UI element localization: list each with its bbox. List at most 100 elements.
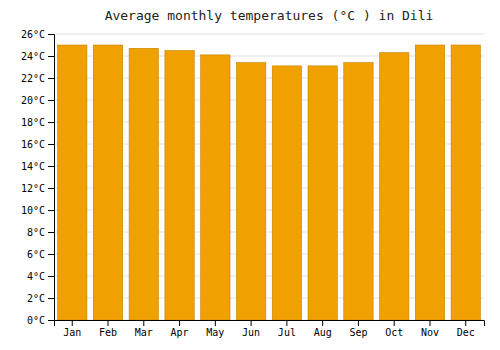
y-tick-label: 18°C bbox=[21, 117, 45, 128]
y-tick: 12°C bbox=[21, 183, 54, 194]
y-tick-mark bbox=[48, 232, 54, 233]
y-tick-mark bbox=[48, 100, 54, 101]
x-tick: May bbox=[206, 320, 224, 338]
y-tick-label: 6°C bbox=[27, 249, 45, 260]
y-tick-label: 24°C bbox=[21, 51, 45, 62]
y-tick: 20°C bbox=[21, 95, 54, 106]
plot-area: 0°C 2°C 4°C 6°C 8°C 10°C 12°C 14°C 16°C 18°C 20°C 2… bbox=[21, 29, 485, 338]
y-tick-label: 20°C bbox=[21, 95, 45, 106]
title: Average monthly temperatures (°C ) in Di… bbox=[105, 8, 434, 23]
y-tick-label: 16°C bbox=[21, 139, 45, 150]
x-tick-mark bbox=[429, 320, 430, 326]
bar bbox=[58, 45, 87, 320]
x-tick-label: Sep bbox=[349, 327, 367, 338]
bar bbox=[272, 66, 301, 320]
x-tick-label: Aug bbox=[314, 327, 332, 338]
x-tick-label: Apr bbox=[171, 327, 189, 338]
y-tick: 6°C bbox=[27, 249, 54, 260]
grid-line bbox=[54, 34, 484, 35]
y-tick: 24°C bbox=[21, 51, 54, 62]
y-tick: 18°C bbox=[21, 117, 54, 128]
y-tick-mark bbox=[48, 34, 54, 35]
y-tick: 16°C bbox=[21, 139, 54, 150]
y-tick: 26°C bbox=[21, 29, 54, 40]
y-axis-line bbox=[48, 35, 55, 321]
y-tick-mark bbox=[48, 166, 54, 167]
x-tick-label: Mar bbox=[135, 327, 153, 338]
bars bbox=[58, 45, 481, 320]
x-tick: Jun bbox=[242, 320, 260, 338]
x-axis: Jan Feb Mar Apr May Jun Jul Aug Sep Oct Nov Dec bbox=[55, 320, 485, 338]
chart: 0°C 2°C 4°C 6°C 8°C 10°C 12°C 14°C 16°C 18°C 20°C 2… bbox=[0, 0, 500, 350]
x-tick: Apr bbox=[171, 320, 189, 338]
bar bbox=[344, 63, 373, 320]
bar bbox=[93, 45, 122, 320]
y-tick-label: 8°C bbox=[27, 227, 45, 238]
y-tick-label: 2°C bbox=[27, 293, 45, 304]
y-tick-label: 0°C bbox=[27, 315, 45, 326]
y-tick-label: 12°C bbox=[21, 183, 45, 194]
x-tick: Dec bbox=[457, 320, 475, 338]
x-tick-mark bbox=[108, 320, 109, 326]
x-tick-label: Jun bbox=[242, 327, 260, 338]
x-tick-mark bbox=[465, 320, 466, 326]
x-tick-label: Jul bbox=[278, 327, 296, 338]
x-tick-mark bbox=[322, 320, 323, 326]
y-tick-mark bbox=[48, 188, 54, 189]
y-tick-mark bbox=[48, 276, 54, 277]
y-axis: 0°C 2°C 4°C 6°C 8°C 10°C 12°C 14°C 16°C 18°C 20°C 2… bbox=[21, 29, 55, 326]
x-tick-mark bbox=[143, 320, 144, 326]
y-tick: 8°C bbox=[27, 227, 54, 238]
y-tick-mark bbox=[48, 56, 54, 57]
x-tick-label: Oct bbox=[385, 327, 403, 338]
y-tick-label: 10°C bbox=[21, 205, 45, 216]
bar bbox=[451, 45, 480, 320]
x-axis-line bbox=[55, 321, 485, 327]
y-tick: 10°C bbox=[21, 205, 54, 216]
y-tick-mark bbox=[48, 144, 54, 145]
x-tick-mark bbox=[394, 320, 395, 326]
x-tick-mark bbox=[358, 320, 359, 326]
y-tick-mark bbox=[48, 78, 54, 79]
x-tick-mark bbox=[286, 320, 287, 326]
y-tick-mark bbox=[48, 254, 54, 255]
x-tick-label: Dec bbox=[457, 327, 475, 338]
bar bbox=[415, 45, 444, 320]
x-tick-mark bbox=[251, 320, 252, 326]
x-tick-label: Jan bbox=[63, 327, 81, 338]
x-tick-mark bbox=[179, 320, 180, 326]
y-tick: 0°C bbox=[27, 315, 54, 326]
bar bbox=[236, 63, 265, 320]
y-tick-mark bbox=[48, 298, 54, 299]
y-tick: 22°C bbox=[21, 73, 54, 84]
bar bbox=[308, 66, 337, 320]
x-tick: Jan bbox=[63, 320, 81, 338]
y-tick-label: 14°C bbox=[21, 161, 45, 172]
x-tick-mark bbox=[215, 320, 216, 326]
y-tick: 4°C bbox=[27, 271, 54, 282]
x-tick: Feb bbox=[99, 320, 117, 338]
bar bbox=[380, 53, 409, 320]
y-tick-mark bbox=[48, 210, 54, 211]
bar bbox=[129, 48, 158, 320]
x-tick: Oct bbox=[385, 320, 403, 338]
y-tick-mark bbox=[48, 320, 54, 321]
x-tick: Nov bbox=[421, 320, 439, 338]
y-tick: 14°C bbox=[21, 161, 54, 172]
bar bbox=[201, 55, 230, 320]
grid bbox=[54, 34, 484, 320]
y-tick-mark bbox=[48, 122, 54, 123]
x-tick-label: Feb bbox=[99, 327, 117, 338]
y-tick-label: 26°C bbox=[21, 29, 45, 40]
x-tick: Mar bbox=[135, 320, 153, 338]
y-tick-label: 22°C bbox=[21, 73, 45, 84]
x-tick-label: May bbox=[206, 327, 224, 338]
x-tick-mark bbox=[72, 320, 73, 326]
x-tick-label: Nov bbox=[421, 327, 439, 338]
y-tick-label: 4°C bbox=[27, 271, 45, 282]
x-tick: Aug bbox=[314, 320, 332, 338]
y-tick: 2°C bbox=[27, 293, 54, 304]
x-tick: Sep bbox=[349, 320, 367, 338]
x-tick: Jul bbox=[278, 320, 296, 338]
bar bbox=[165, 51, 194, 321]
